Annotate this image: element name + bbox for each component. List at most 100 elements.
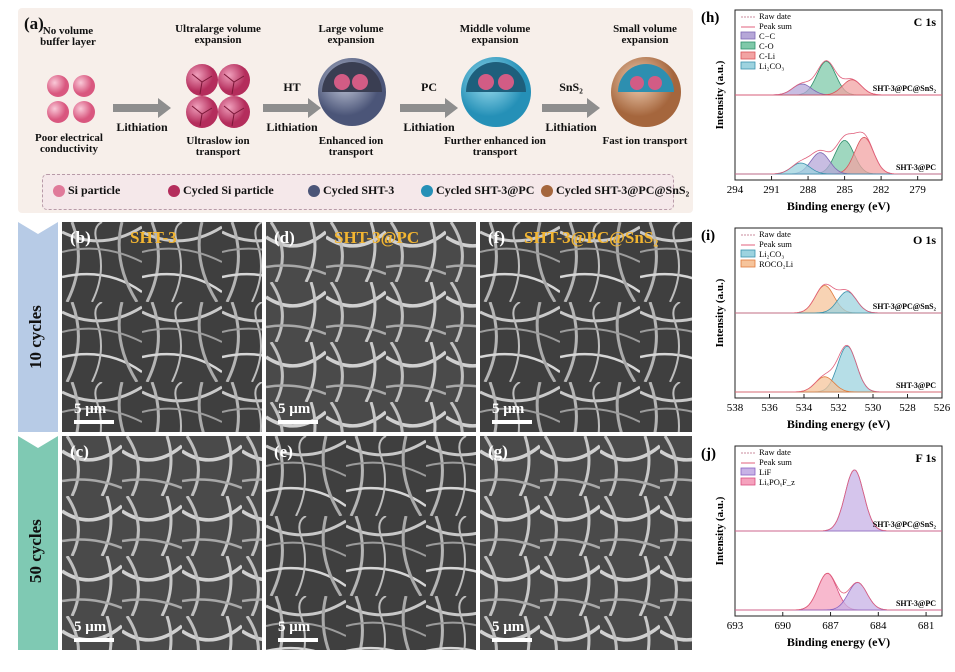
legend-swatch xyxy=(740,467,756,476)
stage4-top-text: Middle volume expansion xyxy=(459,23,531,46)
cycle-label-10: 10 cycles xyxy=(26,305,45,369)
xps-chart-i: (i) O 1s Intensity (a.u.) Binding energy (e… xyxy=(697,222,952,436)
arrow-3 xyxy=(400,98,458,118)
y-axis-label: Intensity (a.u.) xyxy=(714,278,726,347)
legend-swatch xyxy=(740,41,756,50)
y-axis-label: Intensity (a.u.) xyxy=(714,496,726,565)
x-axis-label: Binding energy (eV) xyxy=(787,199,890,213)
scale-bar-e xyxy=(278,638,318,642)
arrow-2 xyxy=(263,98,321,118)
x-tick-label: 687 xyxy=(822,620,839,632)
x-tick-label: 690 xyxy=(775,620,792,632)
cycle-tab-10: 10 cycles xyxy=(18,222,58,432)
sem-label-g: (g) xyxy=(488,442,508,461)
legend-swatch xyxy=(740,31,756,40)
x-tick-label: 282 xyxy=(873,184,890,196)
legend-cycled-sht3-pc-sns2: Cycled SHT-3@PC@SnS₂ xyxy=(541,183,689,198)
sem-title-f: SHT-3@PC@SnS₂ xyxy=(524,228,659,247)
x-tick-label: 693 xyxy=(727,620,744,632)
arrow3-bottom: Lithiation xyxy=(403,120,455,134)
arrow-4 xyxy=(542,98,600,118)
stage5-top-text: Small volume expansion xyxy=(613,23,677,46)
legend-swatch xyxy=(740,477,756,486)
legend-entry: C−C xyxy=(759,31,775,41)
sem-image-e: (e) 5 μm xyxy=(266,436,476,650)
panel-label: (h) xyxy=(701,10,719,26)
x-tick-label: 681 xyxy=(918,620,935,632)
scale-bar-c xyxy=(74,638,114,642)
legend-swatch xyxy=(740,61,756,70)
legend-entry: Li₂CO₃ xyxy=(759,249,784,259)
stage2-top-text: Ultralarge volume expansion xyxy=(175,23,261,46)
x-tick-label: 684 xyxy=(870,620,887,632)
x-tick-label: 528 xyxy=(899,402,916,414)
scale-bar-d xyxy=(278,420,318,424)
legend-entry: Peak sum xyxy=(759,21,792,31)
peak-sum-line xyxy=(735,60,942,96)
xps-chart-j: (j) F 1s Intensity (a.u.) Binding energy (e… xyxy=(697,440,952,654)
x-tick-label: 279 xyxy=(909,184,926,196)
legend-swatch xyxy=(740,259,756,268)
sample-label: SHT-3@PC@SnS₂ xyxy=(873,302,937,311)
legend-entry: Raw date xyxy=(759,229,791,239)
scale-text-d: 5 μm xyxy=(278,401,311,417)
x-tick-label: 288 xyxy=(800,184,817,196)
stage2-bottom-text: Ultraslow ion transport xyxy=(186,135,250,158)
chart-title: F 1s xyxy=(915,451,936,465)
x-axis-label: Binding energy (eV) xyxy=(787,635,890,649)
panel-label: (j) xyxy=(701,446,716,462)
peak-sum-line xyxy=(735,469,942,532)
sem-image-d: (d) SHT-3@PC 5 μm xyxy=(266,222,476,432)
cycle-tab-50: 50 cycles xyxy=(18,436,58,650)
cycled-sht3-pc-sns2-graphic xyxy=(611,57,681,127)
cycled-sht3-pc-graphic xyxy=(461,57,531,127)
arrow3-top: PC xyxy=(421,80,437,94)
y-axis-label: Intensity (a.u.) xyxy=(714,60,726,129)
legend-entry: LiₓPOᵧF_z xyxy=(759,477,795,488)
stage4-bottom-text: Further enhanced ion transport xyxy=(444,135,546,158)
scale-text-f: 5 μm xyxy=(492,401,525,417)
sem-image-g: (g) 5 μm xyxy=(480,436,692,650)
x-axis-label: Binding energy (eV) xyxy=(787,417,890,431)
arrow2-bottom: Lithiation xyxy=(266,120,318,134)
legend-swatch xyxy=(740,51,756,60)
scale-bar-g xyxy=(492,638,532,642)
x-tick-label: 530 xyxy=(865,402,882,414)
legend-swatch xyxy=(740,249,756,258)
sem-image-f: (f) SHT-3@PC@SnS₂ 5 μm xyxy=(480,222,692,432)
x-tick-label: 534 xyxy=(796,402,813,414)
peak-sum-line xyxy=(735,344,942,393)
cycled-sht3-pc-sns2-icon xyxy=(541,185,553,198)
scale-text-g: 5 μm xyxy=(492,619,525,635)
scale-text-c: 5 μm xyxy=(74,619,107,635)
stage1-bottom-text: Poor electrical conductivity xyxy=(35,132,103,155)
peak-sum-line xyxy=(735,572,942,611)
sem-label-b: (b) xyxy=(70,228,91,247)
sem-label-f: (f) xyxy=(488,228,505,247)
x-tick-label: 294 xyxy=(727,184,744,196)
legend-entry: C-O xyxy=(759,41,774,51)
legend-entry: LiF xyxy=(759,467,772,477)
sample-label: SHT-3@PC xyxy=(896,599,936,608)
x-tick-label: 291 xyxy=(763,184,780,196)
legend-entry: Raw date xyxy=(759,11,791,21)
legend-entry: Peak sum xyxy=(759,457,792,467)
peak-sum-line xyxy=(735,283,942,314)
legend-entry: ROCO₂Li xyxy=(759,259,794,269)
sample-label: SHT-3@PC@SnS₂ xyxy=(873,84,937,93)
xps-chart-h: (h) C 1s Intensity (a.u.) Binding energy (e… xyxy=(697,4,952,218)
sample-label: SHT-3@PC xyxy=(896,163,936,172)
legend-si-particle: Si particle xyxy=(53,183,120,198)
legend-cycled-si: Cycled Si particle xyxy=(168,183,274,198)
sample-label: SHT-3@PC@SnS₂ xyxy=(873,520,937,529)
chart-title: C 1s xyxy=(914,15,937,29)
cycled-sht3-graphic xyxy=(318,58,386,126)
arrow4-top: SnS₂ xyxy=(559,80,583,94)
legend-cycled-sht3-pc: Cycled SHT-3@PC xyxy=(421,183,534,198)
arrow2-top: HT xyxy=(283,80,301,94)
arrow1-bottom: Lithiation xyxy=(116,120,168,134)
x-tick-label: 538 xyxy=(727,402,744,414)
x-tick-label: 536 xyxy=(761,402,778,414)
si-particles-graphic xyxy=(47,75,95,123)
cycled-sht3-pc-icon xyxy=(421,185,433,198)
